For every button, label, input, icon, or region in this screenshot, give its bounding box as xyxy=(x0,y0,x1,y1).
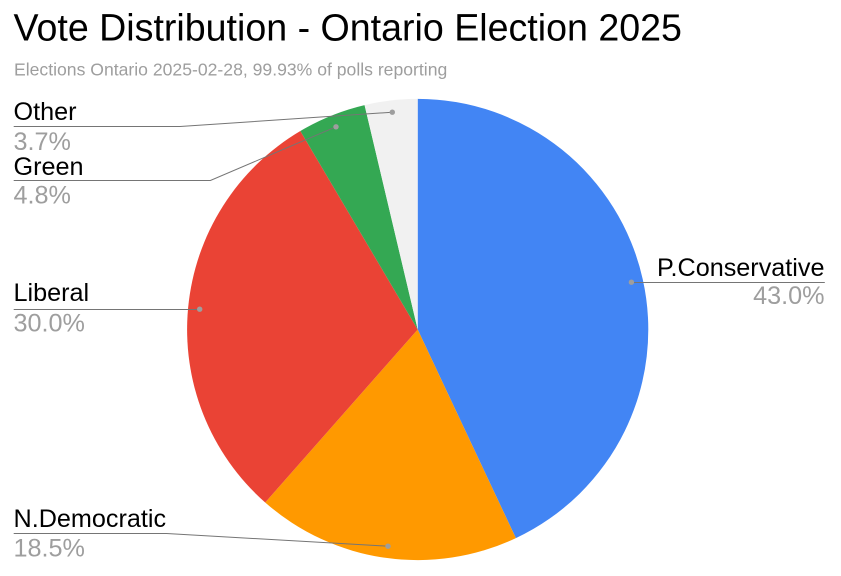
svg-text:Elections Ontario 2025-02-28,: Elections Ontario 2025-02-28, 99.93% of … xyxy=(14,60,447,80)
svg-text:18.5%: 18.5% xyxy=(14,535,85,563)
svg-text:3.7%: 3.7% xyxy=(14,128,71,156)
svg-text:P.Conservative: P.Conservative xyxy=(657,254,825,282)
svg-text:Liberal: Liberal xyxy=(14,279,90,307)
svg-text:43.0%: 43.0% xyxy=(753,282,824,310)
svg-text:30.0%: 30.0% xyxy=(14,309,85,337)
svg-text:N.Democratic: N.Democratic xyxy=(14,505,167,533)
svg-text:4.8%: 4.8% xyxy=(14,182,71,210)
svg-text:Vote Distribution - Ontario El: Vote Distribution - Ontario Election 202… xyxy=(14,7,682,49)
svg-text:Green: Green xyxy=(14,153,84,181)
svg-text:Other: Other xyxy=(14,98,77,126)
